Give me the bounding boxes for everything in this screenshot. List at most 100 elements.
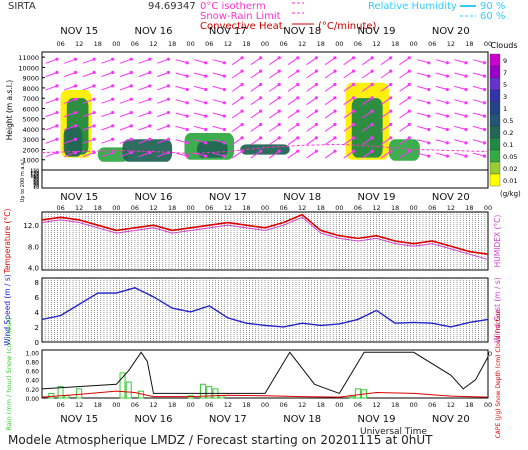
top-hour-label: 12 [224, 40, 232, 48]
wind-arrow-head [427, 141, 431, 145]
wind-arrow [138, 58, 151, 64]
wind-arrow [250, 97, 261, 106]
wind-arrow-head [482, 87, 487, 92]
top-hour-label: 18 [465, 40, 473, 48]
colorbar-swatch [489, 89, 501, 103]
wind-arrow [362, 110, 373, 119]
wind-arrow-head [240, 82, 244, 87]
wind-arrow-head [185, 127, 189, 132]
wind-arrow-head [314, 56, 318, 60]
wind-arrow [472, 85, 485, 90]
wind-arrow [101, 98, 113, 104]
wind-arrow-head [204, 101, 208, 105]
bottom-hour-label: 18 [465, 401, 473, 409]
wind-arrow [399, 97, 410, 106]
wind-arrow-head [92, 110, 96, 115]
wind-arrow-head [333, 149, 337, 153]
wind-arrow [119, 152, 132, 158]
wind-arrow [231, 137, 243, 146]
wind-arrow-head [259, 149, 263, 153]
wind-arrow-head [389, 82, 393, 87]
wind-arrow-head [464, 61, 468, 65]
wind-arrow [64, 98, 76, 104]
wind-arrow-head [482, 154, 487, 158]
wind-arrow-head [166, 97, 171, 101]
height-tick: 3000 [22, 136, 39, 144]
temp-hour-label: 18 [168, 204, 176, 212]
wind-arrow [399, 124, 410, 132]
wind-arrow [194, 59, 206, 64]
wind-arrow-head [464, 114, 468, 118]
wind-arrow [343, 124, 354, 132]
wind-arrow [156, 152, 169, 158]
wind-arrow-head [427, 154, 431, 158]
wind-arrow [269, 97, 280, 106]
temperature-tick: 12.0 [23, 222, 39, 230]
wind-arrow [343, 150, 354, 159]
wind-arrow [362, 70, 373, 79]
wind-arrow-head [314, 109, 318, 113]
wind-arrow-head [333, 96, 337, 100]
bottom-hour-label: 12 [298, 401, 306, 409]
wind-arrow-head [204, 61, 208, 65]
wind-arrow-head [407, 122, 411, 127]
wind-arrow-head [407, 69, 411, 73]
wind-arrow [231, 84, 243, 92]
wind-arrow-head [333, 109, 337, 113]
wind-arrow [324, 150, 336, 159]
wind-arrow [343, 97, 354, 106]
wind-arrow [175, 125, 188, 130]
wind-arrow [119, 85, 132, 91]
temp-hour-label: 06 [354, 204, 362, 212]
wind-arrow-head [351, 56, 356, 60]
wind-arrow-head [92, 84, 96, 88]
wind-arrow-head [277, 56, 281, 60]
wind-arrow-head [240, 96, 244, 100]
wind-arrow-head [185, 74, 189, 78]
wind-arrow [472, 152, 485, 157]
height-tick: 2000 [22, 146, 39, 154]
wind-arrow-head [445, 101, 449, 105]
wind-arrow-head [370, 149, 374, 153]
wind-arrow [287, 150, 299, 159]
wind-panel: 0 2 4 6 8 Wind Speed (m / s) Wind Gust (m / s) [3, 274, 502, 347]
wind-arrow-head [222, 87, 226, 92]
temp-hour-label: 00 [410, 204, 418, 212]
wind-arrow [119, 98, 132, 104]
wind-arrow [194, 99, 206, 104]
rain-bar [206, 386, 213, 399]
wind-arrow-head [389, 109, 393, 113]
wind-arrow [212, 85, 225, 90]
wind-arrow-head [92, 70, 96, 75]
wind-arrow [156, 98, 169, 104]
lower-height-tick: 120 [30, 172, 39, 178]
wind-arrow-head [445, 61, 449, 65]
wind-arrow-head [482, 74, 487, 78]
wind-arrow [119, 125, 132, 131]
wind-arrow [231, 150, 243, 159]
wind-arrow [269, 124, 280, 132]
temp-hour-label: 06 [428, 204, 436, 212]
colorbar-level: 1 [503, 105, 507, 113]
wind-arrow [324, 84, 336, 92]
wind-arrow-head [55, 124, 59, 128]
wind-arrow-head [185, 101, 189, 105]
wind-arrow-head [445, 127, 449, 132]
wind-arrow [417, 152, 429, 157]
wind-arrow [212, 99, 225, 104]
temp-hour-label: 12 [372, 204, 380, 212]
wind-arrow [138, 85, 151, 91]
height-tick: 4000 [22, 126, 39, 134]
wind-arrow-head [427, 74, 431, 78]
top-hour-label: 00 [335, 40, 343, 48]
wind-arrow [194, 112, 206, 117]
wind-arrow [45, 85, 58, 91]
temp-day-label: NOV 20 [432, 192, 470, 203]
temp-day-label: NOV 16 [135, 192, 173, 203]
wind-arrow [175, 59, 188, 64]
lower-height-tick: 90 [33, 175, 39, 181]
top-day-label: NOV 15 [60, 26, 98, 37]
wind-arrow [472, 112, 485, 117]
wind-arrow-head [296, 136, 300, 140]
wind-arrow-head [240, 109, 244, 113]
